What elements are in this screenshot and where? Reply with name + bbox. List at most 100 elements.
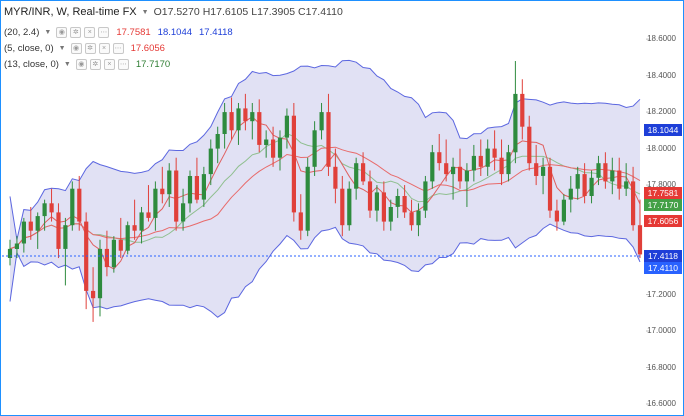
candle-body	[257, 112, 262, 145]
price-tag: 17.4118	[644, 249, 682, 262]
candle-body	[541, 166, 546, 176]
indicator-value: 17.4118	[199, 27, 233, 38]
candle-body	[63, 225, 68, 249]
candle-body	[167, 170, 172, 195]
candle-body	[499, 157, 504, 175]
more-icon[interactable]: ⋯	[98, 27, 110, 38]
candle-body	[547, 166, 553, 211]
close-value: C17.4110	[298, 6, 343, 18]
candle-body	[132, 225, 137, 231]
settings-icon[interactable]: ✲	[84, 43, 96, 54]
indicator-row-ma13[interactable]: (13, close, 0) ▼ ◉ ✲ × ⋯ 17.7170	[4, 59, 170, 70]
candle-body	[28, 221, 33, 231]
candle-body	[35, 216, 40, 231]
candle-body	[527, 126, 532, 164]
candle-body	[603, 163, 608, 182]
candle-body	[492, 148, 497, 158]
candle-body	[367, 181, 373, 211]
candle-body	[430, 152, 435, 182]
eye-icon[interactable]: ◉	[70, 43, 82, 54]
chevron-down-icon[interactable]: ▼	[141, 8, 149, 16]
axis-tick-label: 17.2000	[647, 289, 676, 299]
axis-tick-label: 18.4000	[647, 70, 676, 80]
candle-body	[42, 203, 47, 217]
candle-body	[194, 176, 199, 200]
chevron-down-icon[interactable]: ▼	[63, 61, 71, 68]
eye-icon[interactable]: ◉	[56, 27, 68, 38]
candle-body	[464, 170, 469, 182]
candle-body	[381, 192, 386, 222]
more-icon[interactable]: ⋯	[112, 43, 124, 54]
close-icon[interactable]: ×	[98, 43, 110, 54]
candle-body	[631, 181, 636, 226]
candle-body	[423, 181, 428, 211]
price-tag: 17.7170	[644, 198, 682, 211]
more-icon[interactable]: ⋯	[117, 59, 129, 70]
axis-tick-label: 18.0000	[647, 143, 676, 153]
ma5-line	[9, 116, 641, 270]
candle-body	[416, 210, 421, 226]
candle-body	[513, 93, 518, 153]
candle-body	[215, 134, 220, 149]
candle-body	[610, 170, 615, 182]
candle-body	[374, 192, 379, 211]
candle-body	[451, 166, 456, 175]
price-tag: 17.6056	[644, 214, 682, 227]
candle-body	[589, 177, 594, 196]
candle-body	[395, 196, 400, 207]
candle-body	[49, 203, 54, 213]
candle-body	[118, 239, 123, 251]
chevron-down-icon[interactable]: ▼	[58, 45, 66, 52]
candle-body	[478, 155, 483, 167]
indicator-value: 17.6056	[130, 43, 165, 54]
candle-body	[554, 210, 559, 222]
candle-body	[277, 137, 283, 158]
axis-tick-label: 16.6000	[647, 399, 676, 408]
candle-body	[291, 115, 296, 213]
candle-body	[111, 239, 116, 268]
candle-body	[485, 148, 490, 167]
candle-body	[56, 212, 61, 249]
price-tag: 17.4110	[644, 261, 682, 274]
candle-body	[457, 166, 463, 182]
candle-body	[14, 243, 19, 249]
low-value: L17.3905	[251, 6, 296, 18]
candle-body	[582, 174, 587, 196]
indicator-row-ma5[interactable]: (5, close, 0) ▼ ◉ ✲ × ⋯ 17.6056	[4, 43, 165, 54]
candle-body	[388, 207, 393, 222]
settings-icon[interactable]: ✲	[89, 59, 101, 70]
candle-body	[312, 130, 317, 167]
candle-body	[520, 93, 525, 127]
axis-tick-label: 18.6000	[647, 34, 676, 44]
settings-icon[interactable]: ✲	[70, 27, 82, 38]
eye-icon[interactable]: ◉	[75, 59, 87, 70]
candle-body	[222, 112, 227, 134]
indicator-row-bollinger[interactable]: (20, 2.4) ▼ ◉ ✲ × ⋯ 17.7581 18.1044 17.4…	[4, 27, 233, 38]
symbol-legend: MYR/INR, W, Real-time FX ▼ O17.5270 H17.…	[4, 6, 343, 18]
close-icon[interactable]: ×	[103, 59, 115, 70]
price-tag: 18.1044	[644, 123, 682, 136]
open-value: O17.5270	[153, 6, 200, 18]
candle-body	[340, 188, 345, 226]
candle-body	[271, 139, 276, 158]
candle-body	[91, 290, 96, 299]
indicator-value: 17.7170	[135, 59, 171, 70]
candle-body	[187, 176, 193, 204]
indicator-params: (20, 2.4)	[4, 27, 40, 38]
candle-body	[444, 163, 449, 175]
candle-body	[243, 108, 248, 122]
candle-body	[347, 188, 352, 226]
candle-body	[264, 139, 269, 145]
axis-tick-label: 17.8000	[647, 180, 676, 190]
candle-body	[160, 188, 165, 195]
candle-body	[305, 166, 310, 231]
candle-body	[333, 166, 338, 189]
high-value: H17.6105	[202, 6, 249, 18]
close-icon[interactable]: ×	[84, 27, 96, 38]
candle-body	[181, 203, 186, 222]
chevron-down-icon[interactable]: ▼	[44, 29, 52, 36]
band-fill	[10, 60, 640, 318]
candle-body	[471, 155, 476, 171]
candle-body	[70, 188, 75, 226]
